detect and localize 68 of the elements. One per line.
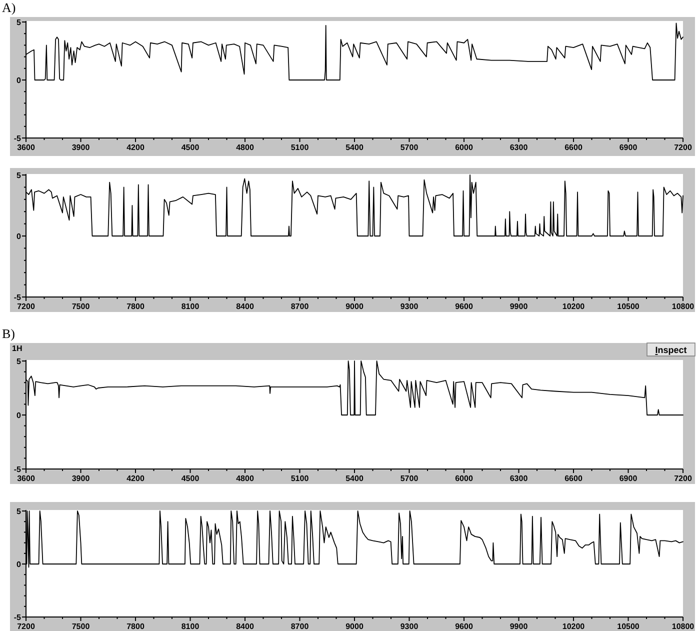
x-tick-label: 10800 [672, 622, 695, 631]
chart-title: A) [2, 0, 16, 15]
y-tick-label: -5 [14, 464, 22, 474]
x-tick-label: 5100 [290, 143, 310, 152]
x-tick-label: 9600 [455, 622, 474, 631]
x-tick-label: 10500 [617, 302, 640, 311]
x-tick-label: 4500 [181, 474, 200, 483]
x-tick-label: 4800 [236, 474, 254, 483]
x-tick-label: 10200 [562, 622, 586, 631]
x-tick-label: 7200 [674, 143, 692, 152]
x-tick-label: 4200 [126, 143, 145, 152]
x-tick-label: 7200 [674, 474, 692, 483]
x-tick-label: 3900 [72, 143, 90, 152]
x-tick-label: 10500 [617, 622, 640, 631]
x-tick-label: 10800 [672, 302, 695, 311]
y-tick-label: 0 [16, 560, 22, 569]
text: Inspect [655, 345, 687, 355]
y-tick-label: -5 [14, 612, 22, 622]
x-tick-label: 6000 [455, 474, 474, 483]
y-tick-label: 5 [16, 170, 22, 180]
x-tick-label: 9000 [346, 302, 364, 311]
x-tick-label: 8100 [181, 302, 200, 311]
y-tick-label: 5 [16, 356, 22, 366]
x-tick-label: 5400 [346, 474, 364, 483]
x-tick-label: 6900 [619, 474, 638, 483]
x-tick-label: 8400 [236, 622, 254, 631]
x-tick-label: 4200 [126, 474, 145, 483]
x-tick-label: 6600 [564, 143, 583, 152]
y-tick-label: -5 [14, 134, 22, 143]
x-tick-label: 8700 [290, 622, 310, 631]
chart-title: B) [2, 326, 15, 341]
x-tick-label: 6300 [510, 143, 528, 152]
x-tick-label: 3600 [17, 143, 36, 152]
x-tick-label: 3600 [17, 474, 36, 483]
x-tick-label: 5700 [400, 143, 419, 152]
x-tick-label: 6600 [564, 474, 583, 483]
x-tick-label: 7800 [126, 302, 145, 311]
x-tick-label: 9900 [510, 302, 528, 311]
x-tick-label: 7500 [72, 622, 90, 631]
y-tick-label: 0 [16, 232, 22, 241]
x-tick-label: 5400 [346, 143, 364, 152]
y-tick-label: 0 [16, 410, 22, 420]
x-tick-label: 8700 [290, 302, 310, 311]
x-tick-label: 6900 [619, 143, 638, 152]
x-tick-label: 5700 [400, 474, 419, 483]
x-tick-label: 6300 [510, 474, 528, 483]
y-tick-label: 0 [16, 76, 22, 85]
y-tick-label: 5 [16, 506, 22, 516]
x-tick-label: 7800 [126, 622, 145, 631]
x-tick-label: 5100 [290, 474, 310, 483]
x-tick-label: 9900 [510, 622, 528, 631]
x-tick-label: 7500 [72, 302, 90, 311]
x-tick-label: 9600 [455, 302, 474, 311]
x-tick-label: 10200 [562, 302, 586, 311]
text: 1H [12, 344, 22, 353]
y-tick-label: -5 [14, 292, 22, 302]
x-tick-label: 9300 [400, 622, 419, 631]
x-tick-label: 9300 [400, 302, 419, 311]
x-tick-label: 8100 [181, 622, 200, 631]
x-tick-label: 6000 [455, 143, 474, 152]
y-tick-label: 5 [16, 18, 22, 27]
x-tick-label: 8400 [236, 302, 254, 311]
x-tick-label: 9000 [346, 622, 364, 631]
x-tick-label: 4500 [181, 143, 200, 152]
x-tick-label: 3900 [72, 474, 90, 483]
x-tick-label: 4800 [236, 143, 254, 152]
x-tick-label: 7200 [17, 302, 36, 311]
x-tick-label: 7200 [17, 622, 36, 631]
